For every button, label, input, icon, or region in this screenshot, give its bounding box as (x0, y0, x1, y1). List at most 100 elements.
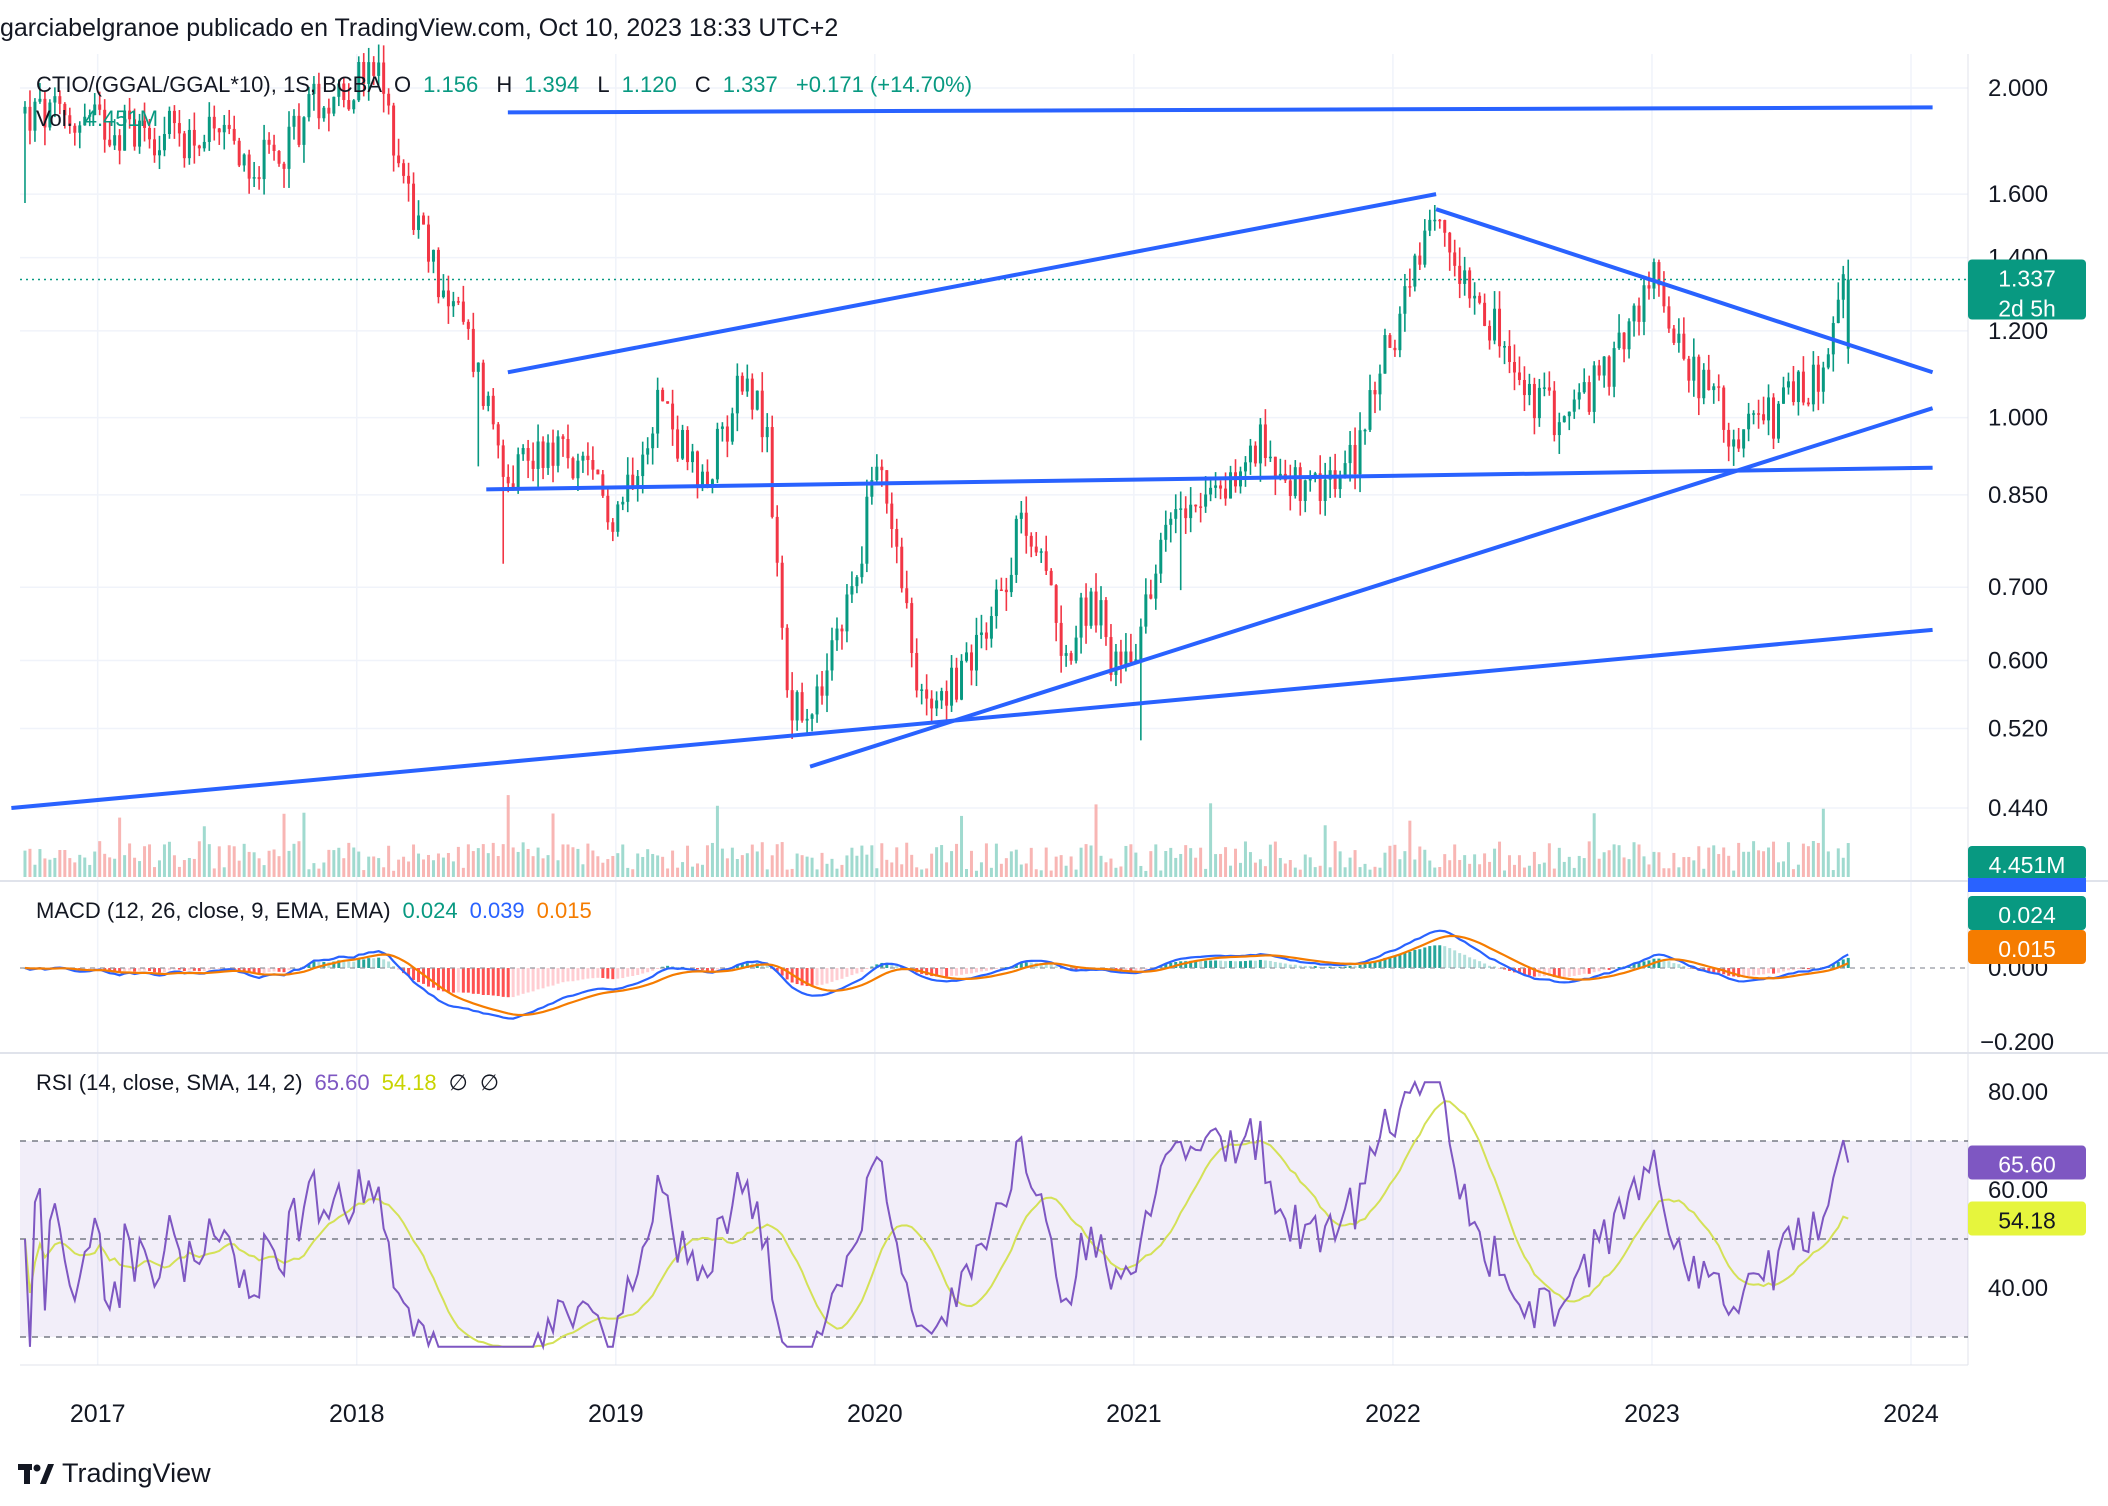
macd-histogram-bar (252, 968, 256, 974)
volume-bar (596, 856, 600, 877)
low-value: 1.120 (621, 72, 677, 97)
volume-bar (1368, 869, 1372, 877)
candle-body (1343, 463, 1347, 477)
candle-body (436, 249, 440, 298)
volume-bar (297, 841, 301, 877)
volume-bar (267, 850, 271, 877)
candle-body (431, 249, 435, 262)
candle-body (1617, 332, 1621, 349)
macd-histogram-bar (696, 968, 699, 970)
candle-body (745, 378, 749, 392)
candle-body (1737, 439, 1741, 449)
volume-bar (232, 846, 236, 877)
volume-bar (1433, 867, 1437, 877)
price-tick-label: 0.440 (1988, 795, 2048, 822)
volume-bar (795, 853, 799, 877)
macd-histogram-bar (387, 961, 391, 968)
macd-histogram-bar (486, 968, 490, 996)
volume-label[interactable]: Vol. (36, 106, 73, 131)
candle-body (820, 686, 824, 696)
tradingview-brand[interactable]: TradingView (18, 1458, 211, 1489)
candle-body (387, 93, 391, 106)
macd-histogram-bar (1288, 964, 1292, 968)
macd-histogram-bar (1637, 963, 1641, 968)
candle-body (1503, 346, 1507, 348)
candle-body (1059, 622, 1063, 656)
macd-histogram-bar (1214, 960, 1218, 968)
volume-bar (1478, 864, 1482, 877)
candle-body (1522, 380, 1526, 396)
macd-histogram-bar (128, 968, 132, 971)
candle-body (1014, 518, 1018, 575)
rsi-tick-label: 40.00 (1988, 1275, 2048, 1302)
volume-bar (242, 843, 246, 877)
macd-histogram-bar (1602, 968, 1606, 970)
candle-body (1672, 328, 1676, 343)
volume-bar (342, 858, 346, 877)
macd-histogram-bar (392, 965, 396, 968)
candle-body (38, 98, 42, 102)
signal-badge-bg (1968, 930, 2086, 964)
candle-body (302, 117, 306, 145)
macd-histogram-bar (1224, 961, 1228, 968)
volume-bar (78, 854, 82, 877)
symbol-label[interactable]: CTIO/(GGAL/GGAL*10), 1S, BCBA (36, 72, 382, 97)
candle-body (531, 460, 535, 469)
trendline (11, 627, 1933, 810)
volume-bar (646, 849, 650, 877)
rsi-value: 65.60 (314, 1070, 370, 1095)
macd-histogram-bar (1368, 962, 1372, 968)
candle-body (880, 466, 884, 471)
volume-bar (1587, 841, 1591, 877)
volume-bar (1727, 855, 1731, 877)
candle-body (1024, 512, 1028, 536)
volume-bar (1199, 847, 1203, 877)
candle-body (222, 124, 226, 133)
candle-body (651, 433, 655, 449)
macd-label[interactable]: MACD (12, 26, close, 9, EMA, EMA) (36, 898, 391, 923)
macd-histogram-bar (945, 968, 949, 977)
macd-histogram-bar (118, 968, 122, 973)
candle-body (1732, 439, 1736, 447)
candle-body (915, 653, 919, 691)
candle-body (1164, 524, 1168, 540)
volume-bar (820, 852, 824, 877)
volume-bar (705, 845, 709, 877)
rsi-label[interactable]: RSI (14, close, SMA, 14, 2) (36, 1070, 303, 1095)
volume-bar (591, 850, 595, 877)
low-label: L (597, 72, 610, 97)
price-tick-label: 2.000 (1988, 75, 2048, 102)
volume-bar (1184, 845, 1188, 877)
volume-bar (1806, 846, 1810, 877)
volume-bar (601, 862, 605, 877)
volume-bar (1009, 851, 1013, 877)
candle-body (192, 129, 196, 146)
volume-bar (1697, 846, 1701, 877)
volume-bar (790, 868, 794, 877)
macd-histogram-badge-bg (1968, 896, 2086, 930)
macd-histogram-bar (496, 968, 500, 997)
volume-bar (860, 845, 864, 877)
candle-body (1323, 479, 1327, 501)
volume-bar (28, 848, 32, 877)
volume-bar (835, 868, 839, 877)
macd-histogram-bar (840, 968, 844, 979)
macd-histogram-bar (775, 968, 779, 972)
volume-bar (277, 856, 281, 877)
volume-badge-bg (1968, 846, 2086, 880)
candle-body (257, 177, 261, 180)
macd-histogram-bar (461, 968, 465, 993)
macd-histogram-bar (541, 968, 545, 989)
candle-body (895, 529, 899, 547)
candle-body (994, 589, 998, 617)
candle-body (162, 134, 166, 151)
high-label: H (496, 72, 513, 97)
macd-histogram-bar (1572, 968, 1576, 976)
volume-bar (895, 847, 899, 877)
candle-body (242, 154, 246, 166)
volume-bar (43, 858, 47, 877)
candle-body (606, 495, 610, 523)
candle-body (1801, 371, 1805, 403)
time-tick-label: 2021 (1106, 1400, 1162, 1428)
